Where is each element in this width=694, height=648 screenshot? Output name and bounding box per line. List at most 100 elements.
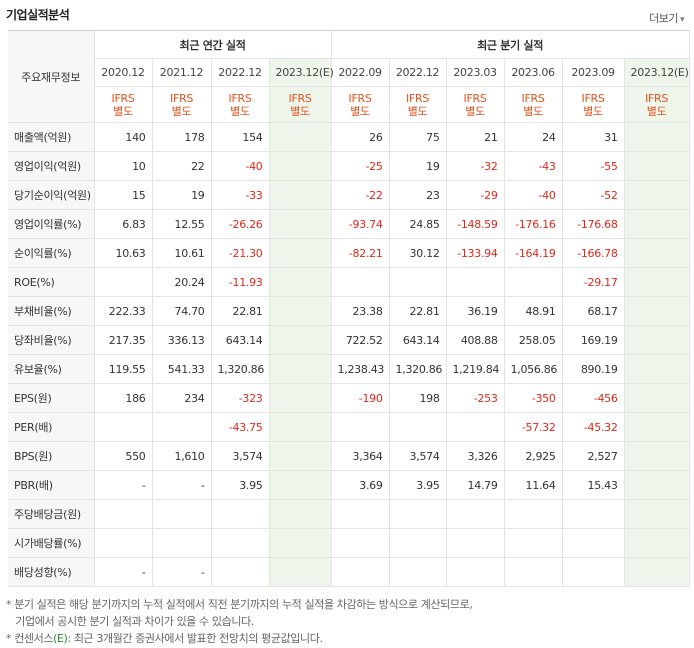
table-cell — [269, 499, 332, 529]
row-label: 영업이익(억원) — [8, 151, 95, 181]
table-cell: -148.59 — [446, 209, 505, 239]
table-row: 배당성향(%) - - — [8, 557, 690, 587]
row-label: ROE(%) — [8, 267, 95, 297]
period-row: 2020.12 2021.12 2022.12 2023.12(E) 2022.09 20… — [8, 58, 690, 87]
table-cell — [446, 528, 505, 558]
table-cell — [446, 557, 505, 587]
table-cell: -40 — [211, 151, 270, 181]
table-cell — [269, 383, 332, 413]
table-cell — [624, 209, 690, 239]
table-cell: -29 — [446, 180, 505, 210]
table-cell — [269, 354, 332, 384]
ifrs-label: IFRS 별도 — [389, 86, 447, 123]
table-cell — [269, 180, 332, 210]
table-cell: 6.83 — [94, 209, 153, 239]
table-cell — [330, 412, 390, 442]
table-cell: - — [152, 557, 212, 587]
table-cell: 198 — [389, 383, 447, 413]
table-cell — [330, 557, 390, 587]
ifrs-label: IFRS 별도 — [504, 86, 563, 123]
table-cell — [624, 470, 690, 500]
table-cell: 643.14 — [389, 325, 447, 355]
table-cell — [152, 412, 212, 442]
table-cell — [389, 557, 447, 587]
quarter-header: 최근 분기 실적 — [330, 30, 690, 59]
table-row: 순이익률(%) 10.63 10.61 -21.30 -82.21 30.12 -133.9… — [8, 238, 690, 268]
row-label: 영업이익률(%) — [8, 209, 95, 239]
table-cell — [94, 499, 153, 529]
table-cell: 19 — [152, 180, 212, 210]
table-cell — [624, 267, 690, 297]
table-cell: 68.17 — [562, 296, 625, 326]
table-cell: 23 — [389, 180, 447, 210]
table-cell: 22.81 — [211, 296, 270, 326]
table-cell: 10 — [94, 151, 153, 181]
table-cell: 26 — [330, 122, 390, 152]
ifrs-line1: IFRS — [463, 91, 487, 105]
ifrs-label: IFRS 별도 — [211, 86, 270, 123]
ifrs-line2: 별도 — [465, 104, 485, 118]
table-row: BPS(원) 550 1,610 3,574 3,364 3,574 3,326 2,925 2… — [8, 441, 690, 471]
table-row: 영업이익(억원) 10 22 -40 -25 19 -32 -43 -55 — [8, 151, 690, 181]
table-cell — [269, 470, 332, 500]
table-cell: 24 — [504, 122, 563, 152]
ifrs-line2: 별도 — [171, 104, 192, 118]
annual-header: 최근 연간 실적 — [94, 30, 332, 59]
table-cell: 336.13 — [152, 325, 212, 355]
table-cell — [330, 267, 390, 297]
table-cell: 154 — [211, 122, 270, 152]
row-label: 배당성향(%) — [8, 557, 95, 587]
row-label: 유보율(%) — [8, 354, 95, 384]
table-cell: -22 — [330, 180, 390, 210]
table-cell: 217.35 — [94, 325, 153, 355]
table-cell: - — [152, 470, 212, 500]
table-cell: 30.12 — [389, 238, 447, 268]
row-label: PBR(배) — [8, 470, 95, 500]
table-cell: 119.55 — [94, 354, 153, 384]
table-cell — [269, 557, 332, 587]
ifrs-label: IFRS 별도 — [269, 86, 332, 123]
table-cell: 1,238.43 — [330, 354, 390, 384]
table-cell: 10.61 — [152, 238, 212, 268]
table-row: 영업이익률(%) 6.83 12.55 -26.26 -93.74 24.85 -148.5… — [8, 209, 690, 239]
period-quarter: 2023.09 — [562, 58, 625, 87]
more-label: 더보기 — [649, 12, 678, 25]
table-cell — [562, 499, 625, 529]
table-cell: 234 — [152, 383, 212, 413]
table-cell: 1,610 — [152, 441, 212, 471]
table-cell: -93.74 — [330, 209, 390, 239]
table-cell — [446, 267, 505, 297]
row-label: 매출액(억원) — [8, 122, 95, 152]
table-cell — [624, 557, 690, 587]
table-cell — [446, 499, 505, 529]
table-cell: -45.32 — [562, 412, 625, 442]
footnote-1: * 분기 실적은 해당 분기까지의 누적 실적에서 직전 분기까지의 누적 실적… — [6, 598, 473, 611]
row-label: 당좌비율(%) — [8, 325, 95, 355]
row-label: 시가배당률(%) — [8, 528, 95, 558]
table-cell — [269, 325, 332, 355]
table-cell: 3,326 — [446, 441, 505, 471]
estimate-marker: (E) — [53, 632, 68, 645]
more-link[interactable]: 더보기 ▾ — [649, 10, 684, 26]
table-cell: 186 — [94, 383, 153, 413]
period-quarter: 2022.09 — [330, 58, 390, 87]
table-cell — [624, 499, 690, 529]
table-cell: -29.17 — [562, 267, 625, 297]
table-cell — [389, 412, 447, 442]
table-cell — [269, 441, 332, 471]
table-cell — [504, 528, 563, 558]
table-cell — [624, 441, 690, 471]
table-cell: 3,364 — [330, 441, 390, 471]
table-cell: 1,056.86 — [504, 354, 563, 384]
table-cell — [94, 528, 153, 558]
table-cell: 36.19 — [446, 296, 505, 326]
table-cell — [211, 528, 270, 558]
table-cell: -166.78 — [562, 238, 625, 268]
table-cell: -40 — [504, 180, 563, 210]
table-cell: 722.52 — [330, 325, 390, 355]
table-row: 유보율(%) 119.55 541.33 1,320.86 1,238.43 1,320.… — [8, 354, 690, 384]
row-label: EPS(원) — [8, 383, 95, 413]
table-cell: 48.91 — [504, 296, 563, 326]
table-cell — [152, 528, 212, 558]
table-row: EPS(원) 186 234 -323 -190 198 -253 -350 -456 — [8, 383, 690, 413]
